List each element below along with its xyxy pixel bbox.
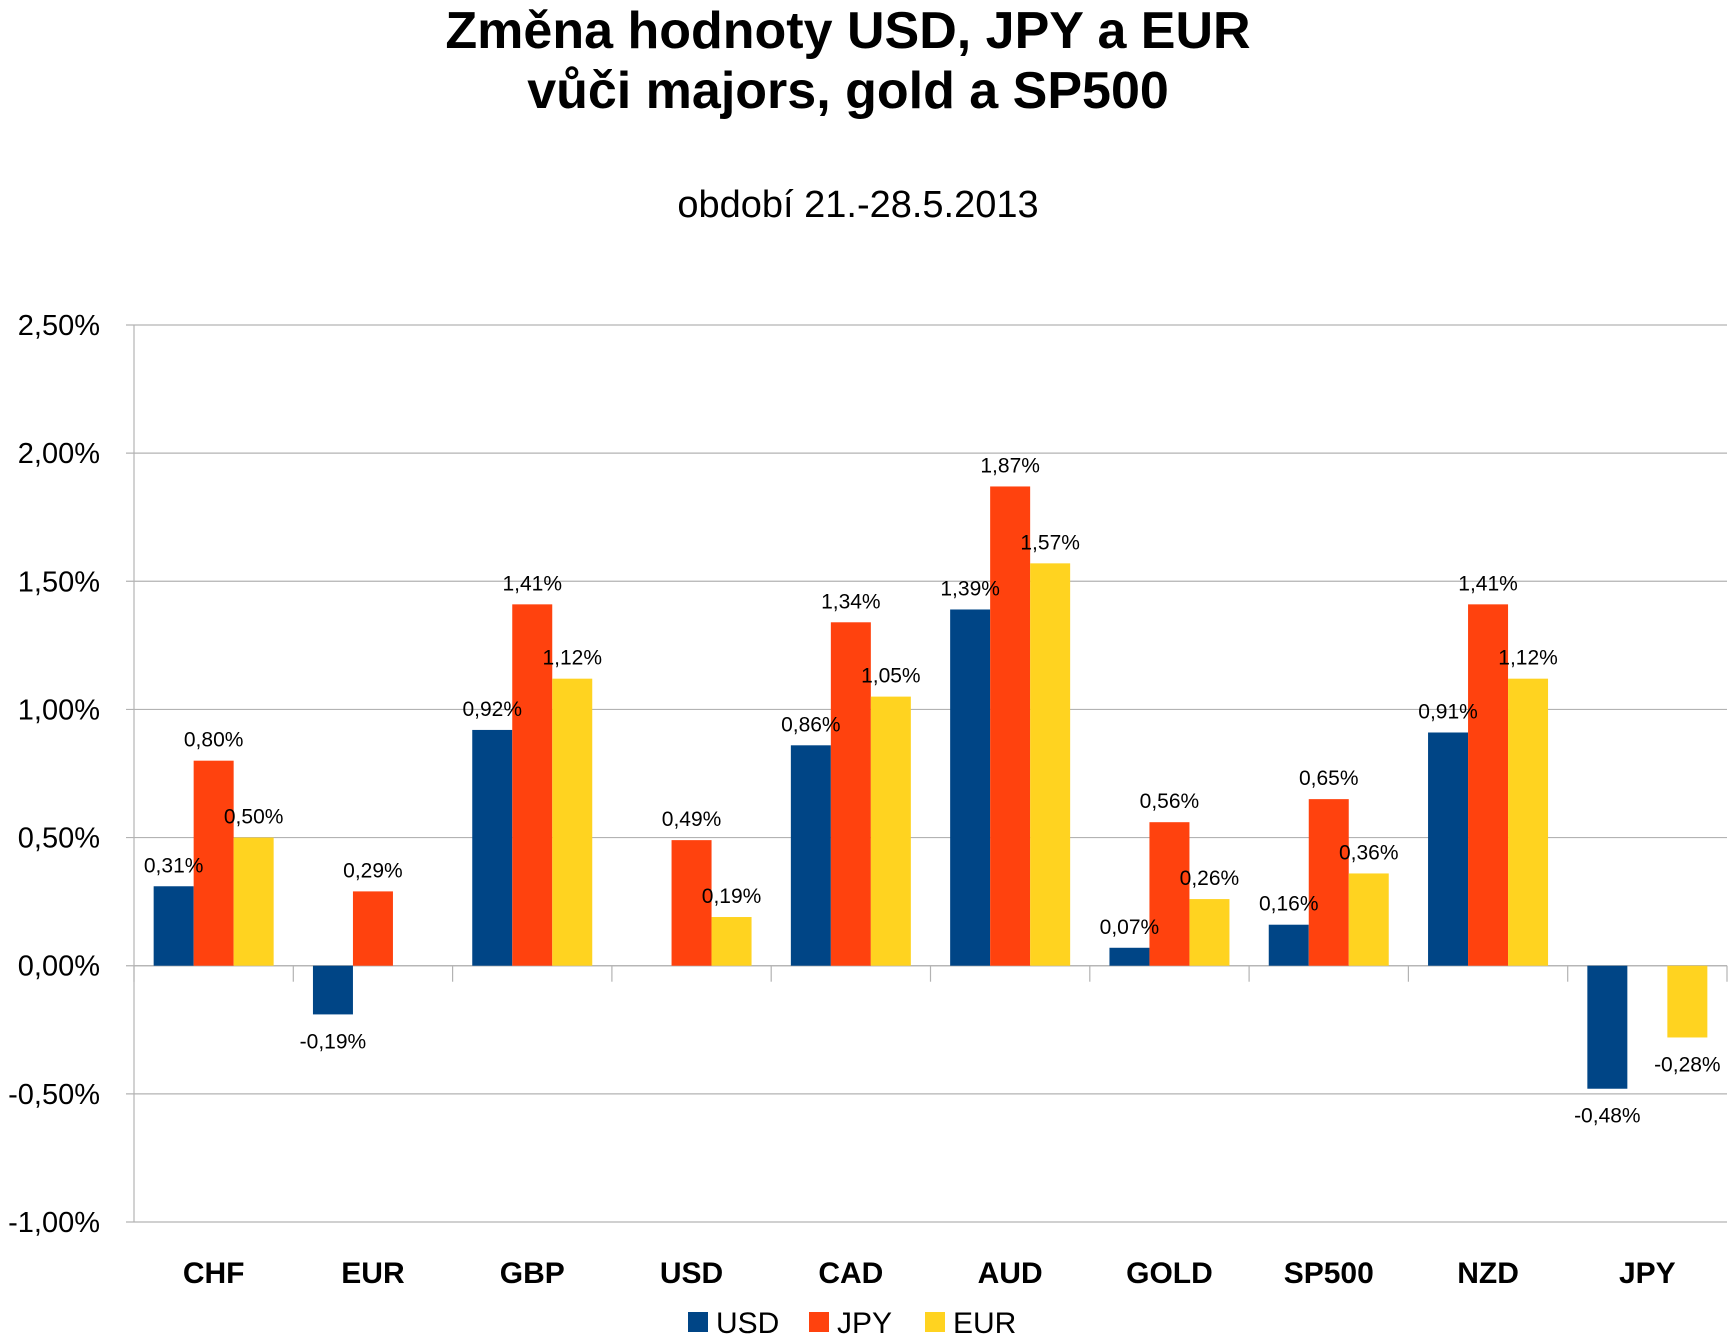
bar-usd	[950, 609, 991, 966]
bar-eur	[1667, 965, 1708, 1038]
x-tick-label: NZD	[1457, 1257, 1519, 1290]
data-label: 0,26%	[1180, 867, 1240, 890]
data-label: 0,36%	[1339, 841, 1399, 864]
data-label: -0,19%	[300, 1030, 367, 1053]
bar-jpy	[1468, 604, 1509, 966]
y-tick-label: -0,50%	[8, 1079, 100, 1111]
bar-usd	[790, 745, 831, 966]
bar-eur	[1189, 899, 1230, 966]
bar-jpy	[671, 840, 712, 966]
y-tick-label: -1,00%	[8, 1207, 100, 1239]
y-tick-label: 0,50%	[18, 823, 100, 855]
legend-label-jpy: JPY	[837, 1307, 892, 1338]
bar-eur	[552, 678, 593, 966]
data-label: -0,48%	[1574, 1105, 1641, 1128]
bar-jpy	[990, 486, 1031, 966]
y-tick-label: 2,50%	[18, 310, 100, 342]
data-label: 0,80%	[184, 729, 244, 752]
x-tick-label: CAD	[818, 1257, 883, 1290]
x-tick-label: USD	[660, 1257, 723, 1290]
chart-title-line2: vůči majors, gold a SP500	[527, 62, 1169, 120]
bar-usd	[1268, 924, 1309, 966]
legend-swatch-eur	[925, 1312, 945, 1332]
y-tick-label: 1,50%	[18, 566, 100, 598]
x-tick-label: GOLD	[1126, 1257, 1213, 1290]
x-tick-label: EUR	[341, 1257, 405, 1290]
bar-usd	[1428, 732, 1469, 966]
data-label: 1,57%	[1020, 531, 1080, 554]
bar-eur	[1508, 678, 1549, 966]
bars	[153, 486, 1708, 1089]
bar-usd	[1109, 947, 1150, 966]
bar-jpy	[1308, 799, 1349, 966]
x-tick-label: GBP	[500, 1257, 565, 1290]
chart-subtitle: období 21.-28.5.2013	[677, 184, 1038, 226]
bar-jpy	[512, 604, 553, 966]
data-label: 1,12%	[542, 647, 602, 670]
data-label: 0,49%	[662, 808, 722, 831]
bar-usd	[472, 729, 513, 966]
y-tick-label: 1,00%	[18, 694, 100, 726]
bar-jpy	[830, 622, 871, 966]
legend: USD JPY EUR	[688, 1307, 1016, 1338]
x-tick-label: AUD	[978, 1257, 1043, 1290]
x-tick-label: JPY	[1619, 1257, 1676, 1290]
bar-jpy	[352, 891, 393, 966]
data-label: 0,07%	[1100, 916, 1160, 939]
bar-eur	[233, 837, 274, 966]
data-label: 0,16%	[1259, 893, 1319, 916]
data-label: 0,92%	[462, 698, 522, 721]
data-label: 0,29%	[343, 859, 403, 882]
x-tick-label: CHF	[183, 1257, 245, 1290]
x-tick-label: SP500	[1284, 1257, 1374, 1290]
y-tick-label: 2,00%	[18, 438, 100, 470]
bar-usd	[312, 965, 353, 1015]
bar-eur	[1348, 873, 1389, 966]
data-label: 0,50%	[224, 806, 284, 829]
data-label: 1,34%	[821, 590, 881, 613]
legend-label-usd: USD	[716, 1307, 779, 1338]
bar-jpy	[193, 760, 234, 966]
x-axis: CHF EUR GBP USD CAD AUD GOLD SP500 NZD JPY	[133, 965, 1728, 1290]
data-label: 1,87%	[980, 454, 1040, 477]
data-label: 0,65%	[1299, 767, 1359, 790]
bar-jpy	[1149, 822, 1190, 966]
data-labels: 0,31% -0,19% 0,92% 0,86% 1,39% 0,07% 0,16% 0,91…	[144, 454, 1721, 1127]
data-label: 0,31%	[144, 854, 204, 877]
chart-title-line1: Změna hodnoty USD, JPY a EUR	[445, 2, 1250, 60]
y-axis: -1,00% -0,50% 0,00% 0,50% 1,00% 1,50% 2,00% 2,5…	[8, 310, 135, 1239]
bar-eur	[870, 696, 911, 966]
data-label: 0,91%	[1418, 700, 1478, 723]
data-label: 1,12%	[1498, 647, 1558, 670]
data-label: -0,28%	[1654, 1053, 1721, 1076]
data-label: 1,05%	[861, 665, 921, 688]
bar-eur	[1030, 563, 1071, 966]
bar-usd	[1587, 965, 1628, 1089]
data-label: 1,41%	[502, 572, 562, 595]
data-label: 0,56%	[1140, 790, 1200, 813]
data-label: 1,41%	[1458, 572, 1518, 595]
y-tick-label: 0,00%	[18, 951, 100, 983]
data-label: 1,39%	[940, 577, 1000, 600]
legend-label-eur: EUR	[953, 1307, 1016, 1338]
data-label: 0,86%	[781, 713, 841, 736]
legend-swatch-jpy	[809, 1312, 829, 1332]
legend-swatch-usd	[688, 1312, 708, 1332]
bar-eur	[711, 917, 752, 966]
bar-usd	[153, 886, 194, 966]
data-label: 0,19%	[702, 885, 762, 908]
